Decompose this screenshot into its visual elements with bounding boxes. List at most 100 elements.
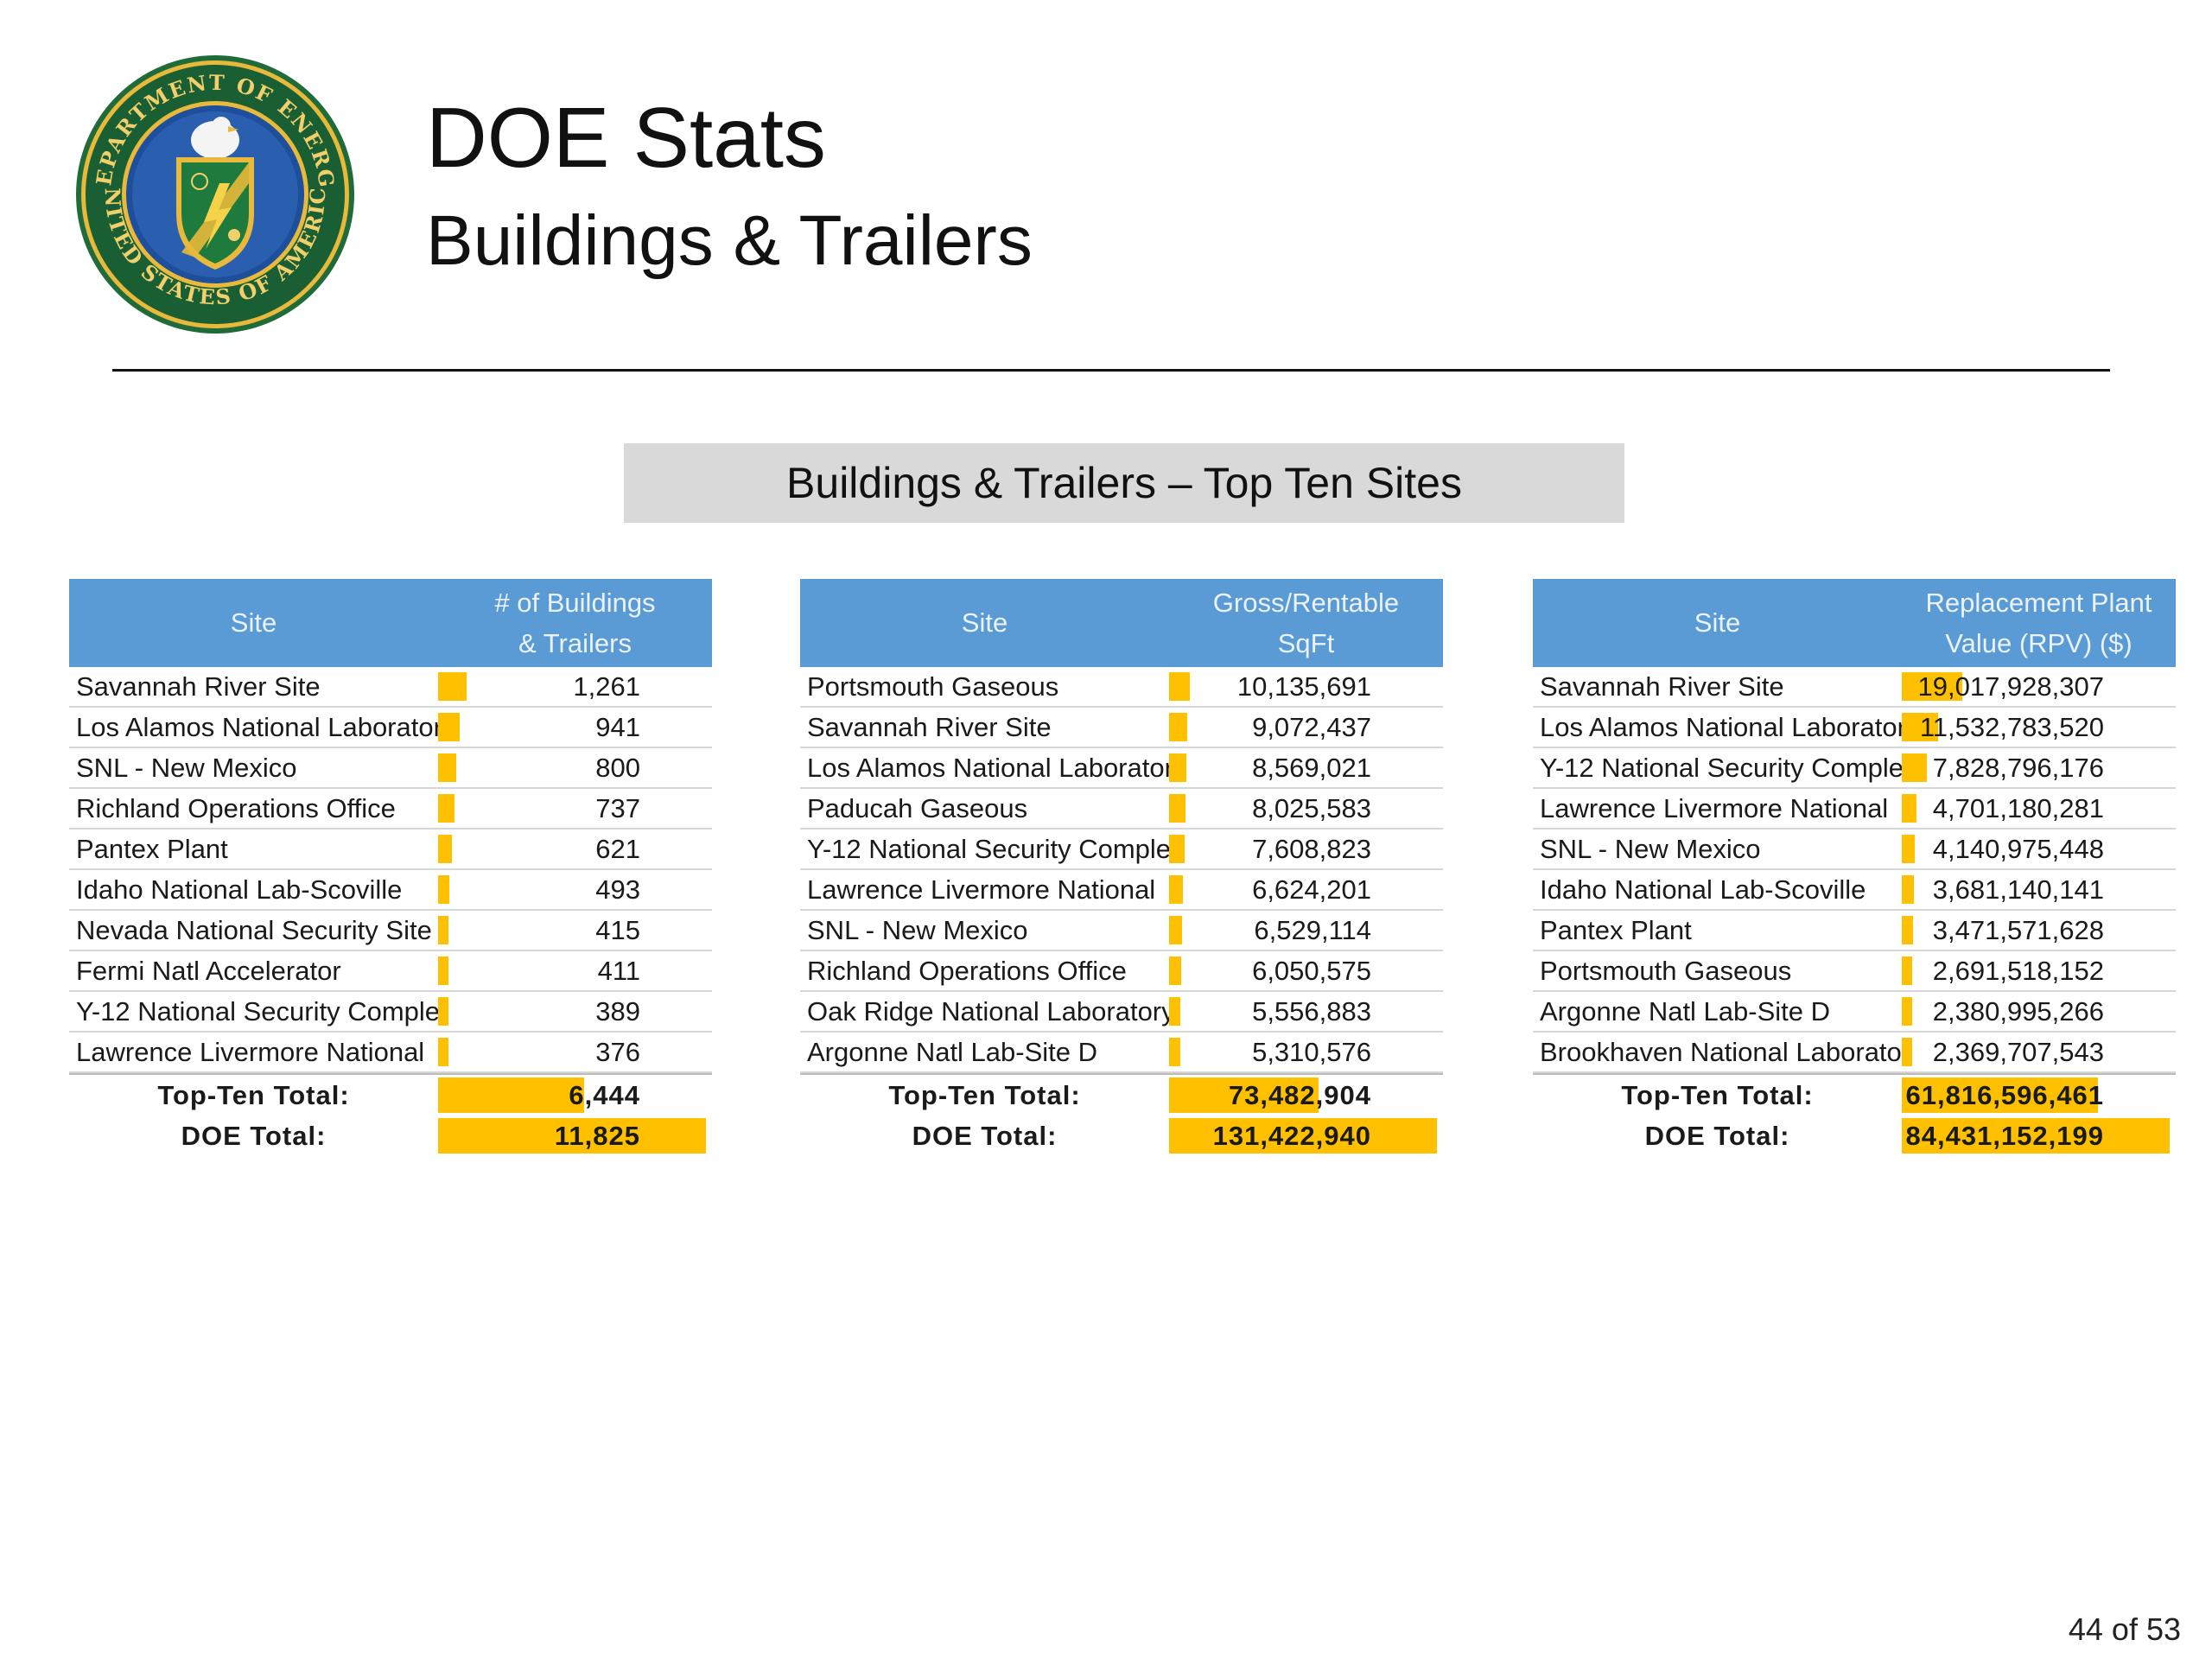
top-ten-total-row: Top-Ten Total: 61,816,596,461 [1533, 1073, 2176, 1116]
data-bar [1902, 916, 1913, 944]
value-text: 2,691,518,152 [1932, 955, 2104, 986]
data-bar [1902, 794, 1916, 823]
table-row: Los Alamos National Laboratory 11,532,783… [1533, 708, 2176, 748]
buildings-count-table: Site # of Buildings & Trailers Savannah Ri… [69, 579, 712, 1156]
value-cell: 3,471,571,628 [1902, 911, 2173, 950]
total-label: Top-Ten Total: [157, 1079, 350, 1110]
data-bar [1902, 835, 1915, 863]
site-name-cell: Pantex Plant [76, 833, 228, 864]
data-bar [1169, 875, 1183, 904]
table-row: Savannah River Site 1,261 [69, 667, 712, 708]
table-row: Savannah River Site 19,017,928,307 [1533, 667, 2176, 708]
table-header-row: Site # of Buildings & Trailers [69, 579, 712, 667]
total-label: DOE Total: [1644, 1120, 1790, 1151]
value-cell: 2,380,995,266 [1902, 992, 2173, 1031]
doe-total-row: DOE Total: 11,825 [69, 1116, 712, 1156]
data-bar [1169, 1038, 1180, 1066]
total-value-text: 61,816,596,461 [1905, 1079, 2104, 1110]
value-cell: 5,310,576 [1169, 1033, 1440, 1071]
header-divider [112, 369, 2110, 372]
data-bar [1902, 672, 1962, 701]
total-label: Top-Ten Total: [888, 1079, 1081, 1110]
data-bar [1169, 672, 1190, 701]
site-name-cell: Portsmouth Gaseous [1540, 955, 1792, 986]
value-cell: 19,017,928,307 [1902, 667, 2173, 706]
total-value-cell: 11,825 [438, 1116, 709, 1156]
site-name-cell: Fermi Natl Accelerator [76, 955, 341, 986]
value-text: 4,140,975,448 [1932, 833, 2104, 864]
value-cell: 10,135,691 [1169, 667, 1440, 706]
value-cell: 2,369,707,543 [1902, 1033, 2173, 1071]
table-row: Richland Operations Office 737 [69, 789, 712, 830]
value-cell: 4,701,180,281 [1902, 789, 2173, 828]
total-bar [438, 1077, 584, 1113]
rpv-table: Site Replacement Plant Value (RPV) ($) Sav… [1533, 579, 2176, 1156]
site-name-cell: Nevada National Security Site [76, 914, 432, 945]
table-row: Lawrence Livermore National 376 [69, 1033, 712, 1073]
data-bar [438, 794, 454, 823]
total-value-cell: 73,482,904 [1169, 1075, 1440, 1116]
page-subtitle: Buildings & Trailers [426, 201, 1033, 280]
column-header-site: Site [1694, 607, 1741, 638]
value-text: 6,624,201 [1252, 874, 1371, 905]
value-text: 5,310,576 [1252, 1036, 1371, 1067]
value-cell: 389 [438, 992, 709, 1031]
page-title: DOE Stats [426, 90, 826, 185]
total-label: DOE Total: [912, 1120, 1058, 1151]
site-name-cell: Los Alamos National Laboratory [1540, 711, 1902, 742]
value-text: 5,556,883 [1252, 995, 1371, 1027]
table-header-row: Site Replacement Plant Value (RPV) ($) [1533, 579, 2176, 667]
data-bar [1169, 753, 1186, 782]
value-text: 376 [595, 1036, 640, 1067]
total-bar [1169, 1077, 1319, 1113]
value-cell: 4,140,975,448 [1902, 830, 2173, 868]
value-text: 4,701,180,281 [1932, 792, 2104, 823]
table-row: Brookhaven National Laboratory 2,369,707,… [1533, 1033, 2176, 1073]
doe-total-row: DOE Total: 131,422,940 [800, 1116, 1443, 1156]
site-name-cell: Richland Operations Office [807, 955, 1127, 986]
table-row: Argonne Natl Lab-Site D 2,380,995,266 [1533, 992, 2176, 1033]
value-cell: 11,532,783,520 [1902, 708, 2173, 747]
data-bar [1169, 997, 1180, 1026]
table-row: Y-12 National Security Complex 389 [69, 992, 712, 1033]
data-bar [1169, 916, 1182, 944]
value-text: 6,050,575 [1252, 955, 1371, 986]
value-text: 2,380,995,266 [1932, 995, 2104, 1027]
table-row: Savannah River Site 9,072,437 [800, 708, 1443, 748]
value-cell: 493 [438, 870, 709, 909]
table-row: SNL - New Mexico 800 [69, 748, 712, 789]
top-ten-total-row: Top-Ten Total: 6,444 [69, 1073, 712, 1116]
page-number: 44 of 53 [2068, 1611, 2181, 1647]
data-bar [1902, 875, 1914, 904]
value-text: 1,261 [573, 671, 640, 702]
value-cell: 415 [438, 911, 709, 950]
site-name-cell: Richland Operations Office [76, 792, 396, 823]
site-name-cell: Savannah River Site [76, 671, 321, 702]
top-ten-total-row: Top-Ten Total: 73,482,904 [800, 1073, 1443, 1116]
data-bar [438, 997, 448, 1026]
data-bar [1169, 835, 1185, 863]
value-cell: 3,681,140,141 [1902, 870, 2173, 909]
value-cell: 411 [438, 951, 709, 990]
total-value-cell: 84,431,152,199 [1902, 1116, 2173, 1156]
data-bar [438, 835, 452, 863]
value-text: 493 [595, 874, 640, 905]
value-text: 11,532,783,520 [1919, 711, 2104, 742]
value-cell: 8,025,583 [1169, 789, 1440, 828]
total-value-text: 73,482,904 [1228, 1079, 1371, 1110]
column-header-value: Replacement Plant Value (RPV) ($) [1925, 588, 2152, 658]
data-bar [1902, 713, 1938, 741]
value-text: 8,569,021 [1252, 752, 1371, 783]
data-bar [438, 713, 460, 741]
site-name-cell: Y-12 National Security Complex [1540, 752, 1902, 783]
value-text: 389 [595, 995, 640, 1027]
doe-seal-logo: DEPARTMENT OF ENERGY UNITED STATES OF AM… [74, 54, 354, 334]
site-name-cell: Brookhaven National Laboratory [1540, 1036, 1902, 1067]
value-cell: 5,556,883 [1169, 992, 1440, 1031]
table-row: Idaho National Lab-Scoville 493 [69, 870, 712, 911]
value-cell: 2,691,518,152 [1902, 951, 2173, 990]
value-text: 9,072,437 [1252, 711, 1371, 742]
value-cell: 9,072,437 [1169, 708, 1440, 747]
table-row: Idaho National Lab-Scoville 3,681,140,141 [1533, 870, 2176, 911]
table-row: Y-12 National Security Complex 7,608,823 [800, 830, 1443, 870]
